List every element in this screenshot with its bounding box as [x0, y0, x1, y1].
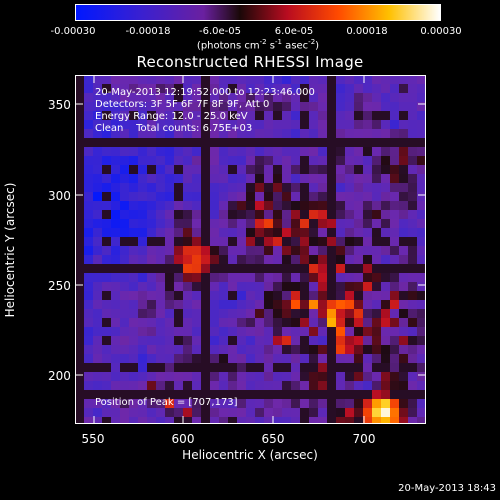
timestamp: 20-May-2013 18:43 [398, 483, 496, 494]
colorbar-tick-label: -0.00018 [125, 26, 171, 37]
x-axis-label: Heliocentric X (arcsec) [182, 448, 318, 462]
map-pixels [75, 75, 426, 424]
x-tick-label: 600 [171, 432, 195, 446]
x-tick-label: 550 [81, 432, 105, 446]
y-tick-label: 200 [48, 369, 71, 383]
colorbar [75, 4, 441, 21]
rhessi-map [75, 75, 426, 424]
y-tick-label: 300 [48, 189, 71, 203]
peak-position-text: Position of Peak = [707,173] [95, 397, 238, 408]
detectors-text: Detectors: 3F 5F 6F 7F 8F 9F, Att 0 [95, 99, 270, 110]
colorbar-tick-label: 6.0e-05 [274, 26, 314, 37]
x-tick-label: 650 [261, 432, 285, 446]
clean-counts-text: Clean Total counts: 6.75E+03 [95, 123, 253, 134]
x-tick-label: 700 [352, 432, 376, 446]
colorbar-tick-label: 0.00030 [420, 26, 462, 37]
time-range-text: 20-May-2013 12:19:52.000 to 12:23:46.000 [95, 87, 315, 98]
solar-image [75, 75, 426, 424]
y-tick-label: 250 [48, 279, 71, 293]
colorbar-tick-label: -0.00030 [50, 26, 96, 37]
energy-range-text: Energy Range: 12.0 - 25.0 keV [95, 111, 248, 122]
colorbar-tick-label: 0.00018 [346, 26, 388, 37]
y-tick-label: 350 [48, 98, 71, 112]
colorbar-tick-label: -6.0e-05 [199, 26, 241, 37]
colorbar-gradient [76, 5, 440, 20]
image-title: Reconstructed RHESSI Image [136, 53, 364, 71]
colorbar-units: (photons cm-2 s-1 asec-2) [196, 38, 320, 52]
